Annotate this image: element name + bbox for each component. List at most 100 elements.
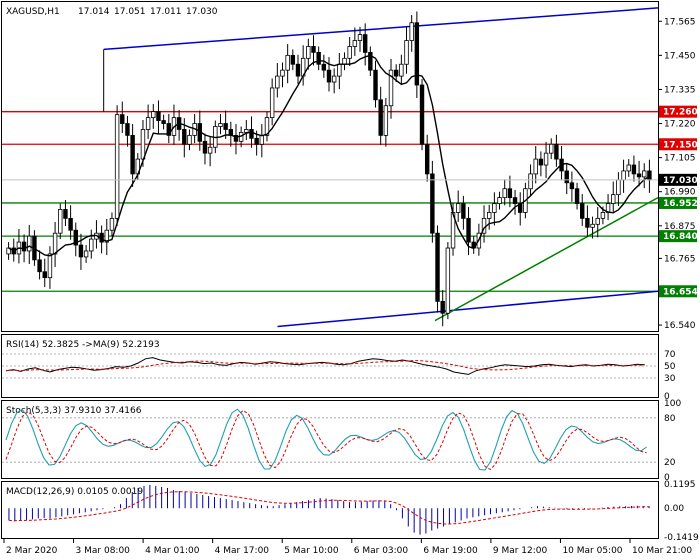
candle-body-89 (466, 217, 471, 243)
candle-body-80 (419, 84, 425, 145)
candle-body-19 (104, 229, 109, 243)
candle-body-22 (120, 114, 125, 124)
stoch-k-line (5, 408, 647, 471)
candle-body-106 (554, 143, 559, 160)
stoch-plot (2, 408, 658, 471)
candle-body-68 (357, 34, 363, 41)
candle-body-78 (409, 22, 414, 41)
candle-body-114 (595, 217, 600, 225)
candle-body-14 (78, 244, 84, 258)
candle-body-118 (616, 179, 621, 196)
time-tick-label-8: 10 Mar 05:00 (562, 546, 622, 556)
time-tick-label-3: 4 Mar 17:00 (215, 546, 270, 556)
price-panel-title: XAGUSD,H1 (6, 7, 60, 17)
candle-body-26 (140, 129, 146, 160)
candle-body-34 (182, 129, 187, 145)
stoch-tick-label-3: 0 (664, 473, 670, 483)
price-tick-label-1: 17.450 (664, 51, 696, 61)
candle-body-38 (202, 140, 208, 154)
macd-tick-label-0: 0.1195 (664, 480, 696, 490)
candle-body-61 (321, 63, 327, 71)
time-tick-label-5: 6 Mar 03:00 (354, 546, 409, 556)
level-badge-16.654: 16.654 (663, 287, 698, 297)
rsi-ma-line (5, 360, 645, 372)
candle-body-49 (259, 134, 265, 145)
candle-body-105 (549, 143, 554, 154)
candle-body-0 (6, 247, 11, 255)
price-tick-label-9: 16.540 (664, 321, 696, 331)
candle-body-102 (533, 158, 538, 175)
candle-body-74 (388, 69, 394, 107)
candle-body-55 (290, 54, 296, 65)
candle-body-11 (63, 209, 68, 219)
macd-panel-title: MACD(12,26,9) 0.0105 0.0019 (6, 487, 143, 497)
candle-body-65 (342, 57, 347, 65)
candle-body-123 (642, 170, 647, 178)
candle-body-3 (21, 241, 27, 252)
candle-body-93 (486, 212, 492, 219)
candle-body-23 (125, 123, 130, 136)
ohlc-open: 17.014 (78, 7, 110, 17)
candle-body-87 (455, 203, 461, 213)
ohlc-low: 17.011 (150, 7, 182, 17)
candle-body-76 (399, 63, 404, 77)
level-badge-17.150: 17.150 (663, 140, 698, 150)
candle-body-29 (156, 111, 161, 121)
candle-body-73 (383, 105, 389, 136)
trend-line-2 (434, 196, 659, 322)
candle-body-63 (331, 75, 337, 83)
candle-body-39 (207, 146, 213, 154)
time-tick-label-0: 2 Mar 2020 (6, 546, 58, 556)
macd-tick-label-2: -0.1419 (664, 533, 699, 543)
candle-body-85 (445, 247, 451, 314)
candle-body-51 (269, 87, 275, 118)
price-tick-label-3: 17.220 (664, 120, 696, 130)
candle-body-113 (590, 223, 595, 228)
candle-body-72 (378, 99, 383, 136)
candle-body-6 (37, 259, 42, 273)
candle-body-103 (538, 158, 544, 166)
candle-body-58 (306, 46, 311, 59)
level-badge-16.840-bg (659, 230, 697, 243)
moving-average-line (8, 54, 650, 257)
level-badge-17.260-bg (659, 105, 697, 118)
candle-body-79 (414, 22, 420, 86)
candle-body-96 (502, 188, 507, 199)
axes: 17.565 17.450 17.335 17.220 17.105 16.990 16.8… (3, 17, 699, 556)
candle-body-41 (218, 123, 223, 127)
candle-body-4 (27, 235, 32, 252)
candle-body-30 (161, 120, 166, 124)
price-tick-label-0: 17.565 (664, 17, 696, 27)
candle-body-82 (430, 173, 435, 234)
stoch-d-line (5, 409, 647, 471)
candle-body-50 (264, 117, 270, 136)
level-badge-16.952: 16.952 (663, 199, 698, 209)
level-badge-16.840: 16.840 (663, 232, 698, 242)
ohlc-high: 17.051 (114, 7, 146, 17)
candle-body-64 (337, 63, 342, 77)
rsi-panel-title: RSI(14) 52.3825 ->MA(9) 52.2193 (6, 340, 160, 350)
candle-body-120 (626, 164, 631, 172)
candle-body-9 (52, 232, 58, 255)
time-tick-label-9: 10 Mar 21:00 (632, 546, 692, 556)
candle-body-44 (233, 134, 239, 142)
candle-body-54 (285, 54, 290, 71)
time-tick-label-1: 3 Mar 08:00 (76, 546, 131, 556)
candle-body-94 (492, 203, 497, 213)
stoch-panel-frame (1, 400, 659, 479)
level-badge-17.260: 17.260 (663, 108, 698, 118)
candle-body-104 (543, 152, 549, 166)
candle-body-83 (435, 232, 440, 302)
candle-body-13 (73, 229, 78, 246)
macd-signal-line (8, 491, 650, 525)
candle-body-88 (461, 203, 466, 219)
macd-panel-frame (1, 481, 659, 539)
price-tick-label-6: 16.875 (664, 222, 696, 232)
time-tick-label-2: 4 Mar 01:00 (145, 546, 200, 556)
rsi-panel-frame (1, 334, 659, 398)
candle-body-16 (89, 238, 94, 252)
candle-body-84 (440, 300, 445, 314)
candle-body-15 (83, 250, 89, 258)
